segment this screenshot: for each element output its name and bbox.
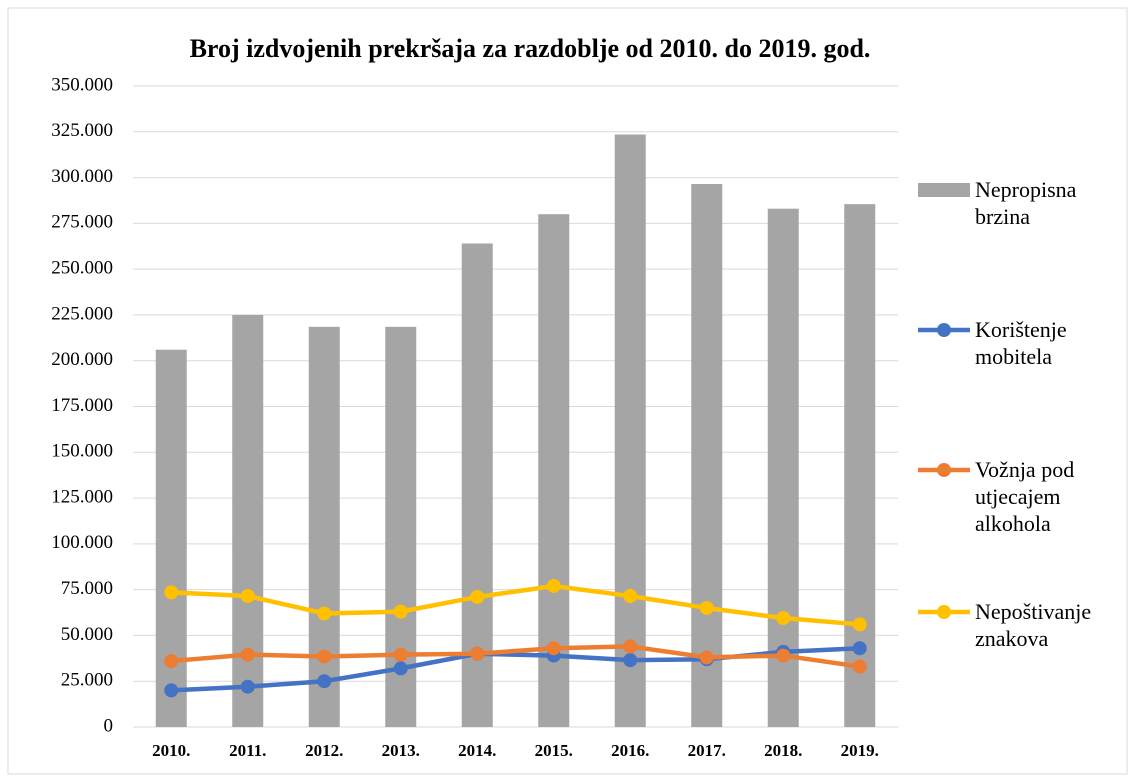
marker (776, 648, 791, 663)
y-tick-label: 225.000 (51, 303, 113, 324)
marker (852, 617, 867, 632)
marker (699, 600, 714, 615)
marker (317, 649, 332, 664)
marker (623, 589, 638, 604)
x-tick-label: 2010. (152, 741, 190, 760)
chart-title: Broj izdvojenih prekršaja za razdoblje o… (190, 34, 871, 63)
x-tick-label: 2013. (382, 741, 420, 760)
marker (623, 653, 638, 668)
x-tick-label: 2012. (305, 741, 343, 760)
legend-swatch (918, 183, 970, 197)
marker (470, 646, 485, 661)
marker (164, 585, 179, 600)
x-tick-label: 2018. (764, 741, 802, 760)
marker (776, 611, 791, 626)
marker (317, 606, 332, 621)
marker (623, 639, 638, 654)
x-tick-label: 2017. (688, 741, 726, 760)
x-tick-label: 2015. (535, 741, 573, 760)
legend-marker (937, 463, 951, 477)
marker (699, 650, 714, 665)
marker (546, 578, 561, 593)
marker (240, 679, 255, 694)
legend-label: Korištenje mobitela (975, 317, 1067, 369)
marker (164, 654, 179, 669)
x-tick-label: 2019. (841, 741, 879, 760)
marker (393, 661, 408, 676)
legend-marker (937, 605, 951, 619)
y-tick-label: 100.000 (51, 532, 113, 553)
marker (470, 589, 485, 604)
y-tick-label: 125.000 (51, 486, 113, 507)
y-tick-label: 25.000 (61, 670, 113, 691)
y-tick-label: 325.000 (51, 120, 113, 141)
marker (852, 659, 867, 674)
x-tick-label: 2016. (611, 741, 649, 760)
bar (232, 314, 264, 727)
legend-marker (937, 323, 951, 337)
marker (852, 641, 867, 656)
bar (614, 134, 646, 728)
line (171, 583, 860, 627)
y-tick-label: 250.000 (51, 258, 113, 279)
x-tick-label: 2011. (229, 741, 266, 760)
y-tick-label: 150.000 (51, 441, 113, 462)
marker (393, 647, 408, 662)
marker (240, 589, 255, 604)
marker (393, 604, 408, 619)
line (171, 644, 861, 669)
legend-label: Nepoštivanje znakova (975, 599, 1092, 651)
y-tick-label: 200.000 (51, 349, 113, 370)
marker (317, 674, 332, 689)
legend-label: Nepropisna brzina (975, 177, 1077, 229)
bar (155, 349, 187, 727)
y-tick-label: 350.000 (51, 74, 113, 95)
y-tick-label: 175.000 (51, 395, 113, 416)
y-tick-label: 50.000 (61, 624, 113, 645)
marker (164, 683, 179, 698)
marker (546, 641, 561, 656)
y-tick-label: 0 (104, 715, 114, 736)
bar (461, 243, 493, 727)
y-tick-label: 75.000 (61, 578, 113, 599)
bar (308, 326, 340, 727)
marker (240, 647, 255, 662)
bar (691, 183, 723, 727)
legend-label: Vožnja pod utjecajem alkohola (975, 457, 1075, 536)
x-tick-label: 2014. (458, 741, 496, 760)
y-tick-label: 275.000 (51, 212, 113, 233)
y-tick-label: 300.000 (51, 166, 113, 187)
bar (844, 204, 876, 727)
bar (767, 208, 799, 728)
